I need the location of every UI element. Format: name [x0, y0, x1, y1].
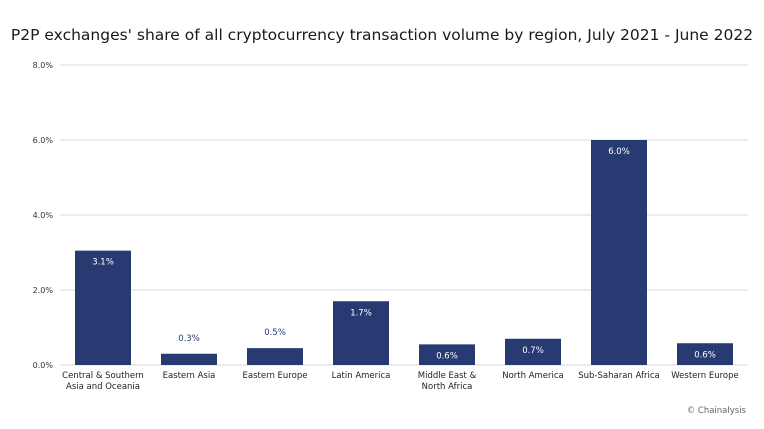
bar — [247, 348, 303, 365]
bar — [333, 301, 389, 365]
category-label: Eastern Asia — [163, 371, 216, 381]
source-credit: © Chainalysis — [686, 406, 746, 416]
data-label: 0.3% — [178, 334, 200, 344]
y-tick-label: 0.0% — [33, 361, 54, 370]
data-label: 0.6% — [436, 351, 458, 361]
data-label: 1.7% — [350, 308, 372, 318]
y-tick-label: 8.0% — [33, 61, 54, 70]
chart-title: P2P exchanges' share of all cryptocurren… — [10, 26, 754, 44]
data-label: 0.5% — [264, 328, 286, 338]
y-tick-label: 2.0% — [33, 286, 54, 295]
y-tick-label: 4.0% — [33, 211, 54, 220]
data-label: 0.7% — [522, 346, 544, 356]
category-label: Middle East & North Africa — [418, 371, 477, 392]
bar — [419, 344, 475, 365]
y-tick-label: 6.0% — [33, 136, 54, 145]
category-label: Central & Southern Asia and Oceania — [62, 371, 144, 392]
y-axis-tick-labels: 0.0% 2.0% 4.0% 6.0% 8.0% — [33, 61, 54, 370]
bar — [161, 353, 217, 365]
bar — [677, 343, 733, 365]
category-label: North America — [502, 371, 564, 381]
category-labels: Central & Southern Asia and Oceania Easter… — [62, 371, 739, 392]
category-label: Eastern Europe — [243, 371, 308, 381]
bars — [75, 140, 733, 365]
bar — [591, 140, 647, 365]
category-label: Sub-Saharan Africa — [578, 371, 659, 381]
data-label: 0.6% — [694, 350, 716, 360]
data-label: 6.0% — [608, 147, 630, 157]
bar — [75, 250, 131, 365]
category-label: Western Europe — [671, 371, 738, 381]
data-label: 3.1% — [92, 258, 114, 268]
data-labels: 3.1% 0.3% 0.5% 1.7% 0.6% 0.7% 6.0% 0.6% — [92, 147, 716, 361]
bar — [505, 338, 561, 365]
category-label: Latin America — [332, 371, 391, 381]
